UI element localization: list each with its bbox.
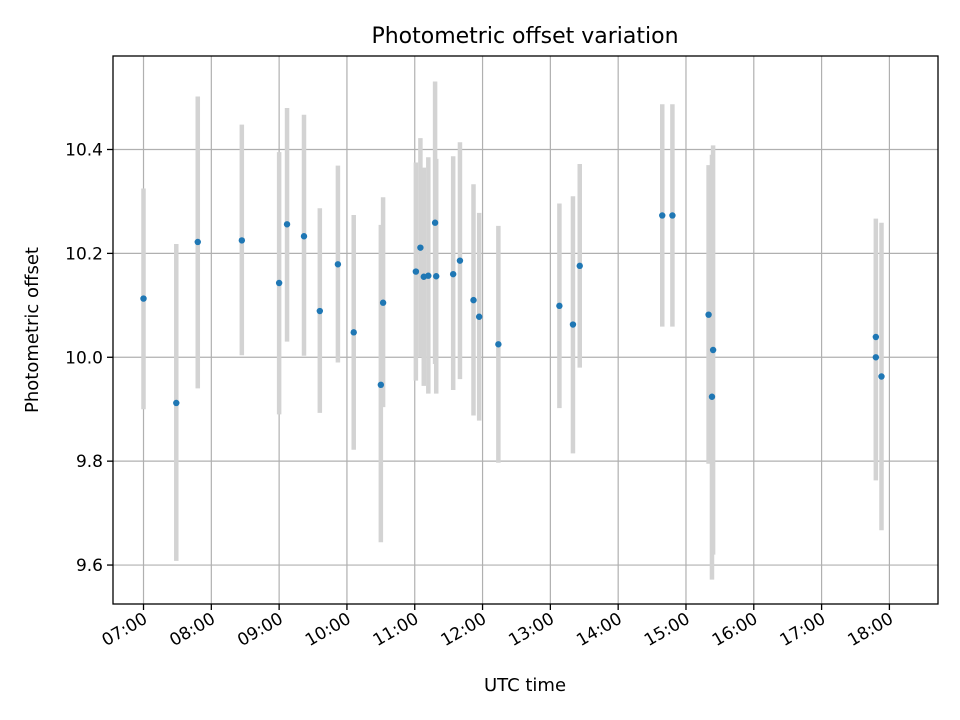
data-point bbox=[569, 321, 577, 328]
x-tick-label: 08:00 bbox=[166, 609, 218, 651]
data-point bbox=[431, 219, 439, 226]
data-point bbox=[300, 233, 308, 240]
data-point bbox=[377, 381, 385, 388]
x-tick-label: 17:00 bbox=[777, 609, 829, 651]
data-point bbox=[334, 261, 342, 268]
errorbar-layer bbox=[141, 81, 884, 580]
y-tick-label: 9.8 bbox=[76, 452, 103, 472]
y-axis-ticks: 9.6 9.8 10.0 10.2 10.4 bbox=[65, 140, 113, 576]
data-point bbox=[872, 354, 880, 361]
data-point bbox=[350, 329, 357, 336]
y-tick-label: 10.0 bbox=[65, 348, 103, 368]
point-layer bbox=[140, 212, 885, 407]
data-point bbox=[449, 270, 457, 278]
data-point bbox=[316, 307, 324, 315]
x-tick-label: 10:00 bbox=[302, 609, 354, 651]
data-point bbox=[425, 272, 432, 279]
x-tick-label: 14:00 bbox=[573, 609, 625, 651]
y-axis-label: Photometric offset bbox=[22, 247, 43, 413]
data-point bbox=[669, 212, 676, 219]
x-tick-label: 12:00 bbox=[438, 609, 490, 651]
data-point bbox=[275, 279, 283, 287]
data-point bbox=[872, 333, 880, 341]
data-point bbox=[470, 296, 477, 304]
data-point bbox=[878, 373, 885, 380]
chart-title: Photometric offset variation bbox=[371, 24, 678, 49]
x-tick-label: 15:00 bbox=[641, 609, 693, 651]
y-tick-label: 10.2 bbox=[65, 244, 103, 264]
x-axis-label: UTC time bbox=[484, 675, 566, 696]
data-point bbox=[659, 212, 666, 219]
x-tick-label: 11:00 bbox=[370, 609, 422, 651]
data-point bbox=[708, 393, 716, 400]
data-point bbox=[475, 313, 483, 320]
x-tick-label: 07:00 bbox=[99, 609, 151, 651]
x-tick-label: 16:00 bbox=[709, 609, 761, 651]
x-axis-ticks: 07:00 08:00 09:00 10:00 11:00 12:00 13:00 14:00… bbox=[99, 604, 897, 651]
data-point bbox=[433, 273, 440, 280]
data-point bbox=[705, 311, 712, 318]
grid-layer bbox=[113, 56, 938, 604]
y-tick-label: 10.4 bbox=[65, 140, 103, 160]
y-tick-label: 9.6 bbox=[76, 556, 103, 576]
data-point bbox=[417, 244, 424, 251]
data-point bbox=[379, 299, 387, 306]
data-point bbox=[140, 295, 147, 302]
data-point bbox=[456, 257, 464, 264]
data-point bbox=[194, 238, 201, 246]
data-point bbox=[173, 399, 180, 407]
data-point bbox=[576, 262, 583, 270]
x-tick-label: 13:00 bbox=[505, 609, 557, 651]
x-tick-label: 09:00 bbox=[234, 609, 286, 651]
data-point bbox=[709, 346, 717, 354]
x-tick-label: 18:00 bbox=[844, 609, 896, 651]
data-point bbox=[556, 302, 563, 310]
data-point bbox=[495, 341, 502, 348]
data-point bbox=[238, 237, 246, 244]
data-point bbox=[283, 221, 291, 228]
data-point bbox=[412, 268, 420, 275]
plot-frame bbox=[112, 55, 939, 605]
